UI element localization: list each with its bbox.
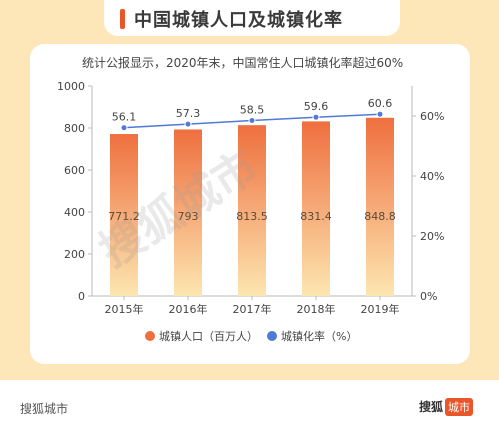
rate-point <box>312 113 320 121</box>
y-tick-label: 800 <box>64 122 85 135</box>
y-tick-label: 400 <box>64 206 85 219</box>
rate-value-label: 57.3 <box>176 107 201 120</box>
bar <box>174 129 202 296</box>
bar-value-label: 771.2 <box>108 210 140 223</box>
y2-tick-label: 60% <box>420 110 444 123</box>
bar <box>238 125 266 296</box>
bar-value-label: 813.5 <box>236 210 268 223</box>
footer-brand-badge: 城市 <box>445 398 473 416</box>
y2-tick-label: 0% <box>420 290 437 303</box>
legend-bar-label: 城镇人口（百万人） <box>159 329 258 343</box>
legend-bar-marker <box>145 331 155 341</box>
y-tick-label: 0 <box>78 290 85 303</box>
bar <box>366 117 394 296</box>
y-tick-label: 200 <box>64 248 85 261</box>
chart-subtitle: 统计公报显示，2020年末，中国常住人口城镇化率超过60% <box>82 56 404 70</box>
footer-brand-text: 搜狐 <box>418 400 443 414</box>
rate-value-label: 56.1 <box>112 111 137 124</box>
y-tick-label: 600 <box>64 164 85 177</box>
bar <box>110 134 138 296</box>
y2-tick-label: 40% <box>420 170 444 183</box>
legend-line-label: 城镇化率（%） <box>281 329 357 343</box>
rate-value-label: 60.6 <box>368 97 393 110</box>
legend-line-marker <box>267 331 277 341</box>
bar-value-label: 848.8 <box>364 210 396 223</box>
rate-point <box>184 120 192 128</box>
rate-value-label: 58.5 <box>240 104 265 117</box>
footer: 搜狐城市 搜狐 城市 <box>0 380 499 424</box>
x-tick-label: 2017年 <box>233 302 272 316</box>
y2-tick-label: 20% <box>420 230 444 243</box>
rate-value-label: 59.6 <box>304 100 329 113</box>
title-tab: 中国城镇人口及城镇化率 <box>104 0 400 36</box>
rate-point <box>120 124 128 132</box>
bar-value-label: 831.4 <box>300 210 332 223</box>
x-tick-label: 2016年 <box>169 302 208 316</box>
title-accent-bar <box>120 9 125 29</box>
x-tick-label: 2019年 <box>361 302 400 316</box>
bar-value-label: 793 <box>178 210 199 223</box>
footer-brand-right: 搜狐 城市 <box>419 398 473 416</box>
x-tick-label: 2018年 <box>297 302 336 316</box>
chart-title: 中国城镇人口及城镇化率 <box>134 10 343 31</box>
rate-point <box>376 110 384 118</box>
footer-brand-left: 搜狐城市 <box>20 402 69 416</box>
y-tick-label: 1000 <box>57 80 85 93</box>
x-tick-label: 2015年 <box>105 302 144 316</box>
rate-point <box>248 117 256 124</box>
bar <box>302 121 330 296</box>
